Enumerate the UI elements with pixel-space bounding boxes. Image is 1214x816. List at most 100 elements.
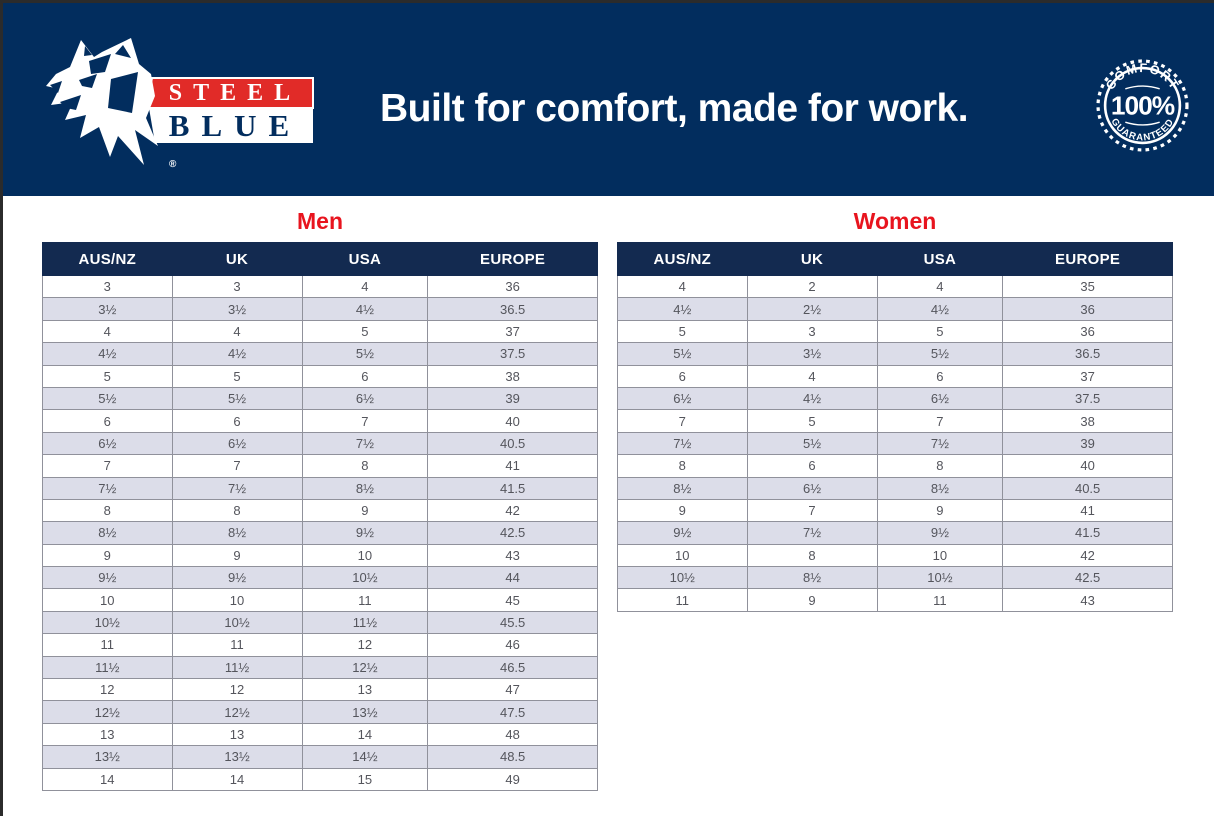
size-cell: 15 xyxy=(301,767,429,791)
size-cell: 7 xyxy=(876,409,1004,433)
column-header: EUROPE xyxy=(1002,242,1173,276)
size-cell: 11 xyxy=(617,588,748,612)
size-cell: 9½ xyxy=(876,521,1004,545)
size-cell: 6½ xyxy=(876,386,1004,411)
size-cell: 43 xyxy=(1002,588,1173,612)
size-cell: 13½ xyxy=(301,700,429,724)
table-row: 4½ 2½ 4½ 36 xyxy=(617,297,1173,321)
size-cell: 10½ xyxy=(42,610,173,635)
size-cell: 7½ xyxy=(42,476,173,500)
table-row: 11 11 12 46 xyxy=(42,633,598,657)
size-cell: 40 xyxy=(427,409,598,433)
table-row: 3 3 4 36 xyxy=(42,274,598,299)
size-cell: 11½ xyxy=(301,610,429,635)
table-row: 8½ 6½ 8½ 40.5 xyxy=(617,476,1173,500)
table-row: 7 5 7 38 xyxy=(617,409,1173,433)
size-cell: 6½ xyxy=(171,431,303,456)
size-cell: 4 xyxy=(876,274,1004,299)
size-cell: 13 xyxy=(301,678,429,702)
size-cell: 8½ xyxy=(171,521,303,545)
size-cell: 10 xyxy=(617,543,748,568)
size-cell: 6 xyxy=(42,409,173,433)
registered-trademark-symbol: ® xyxy=(169,159,177,170)
size-cell: 47.5 xyxy=(427,700,598,724)
steel-wordmark: STEEL xyxy=(169,80,301,106)
size-cell: 13 xyxy=(171,722,303,747)
table-row: 14 14 15 49 xyxy=(42,767,598,791)
size-cell: 36.5 xyxy=(427,297,598,321)
size-cell: 39 xyxy=(427,386,598,411)
size-cell: 14 xyxy=(301,722,429,747)
size-cell: 36 xyxy=(1002,319,1173,344)
size-cell: 10 xyxy=(171,588,303,612)
size-cell: 4½ xyxy=(746,386,878,411)
table-row: 10½ 8½ 10½ 42.5 xyxy=(617,566,1173,590)
size-cell: 5 xyxy=(42,364,173,388)
size-cell: 3½ xyxy=(746,342,878,366)
size-cell: 5 xyxy=(746,409,878,433)
size-cell: 9 xyxy=(42,543,173,568)
men-title: Men xyxy=(297,208,343,234)
size-cell: 9 xyxy=(876,498,1004,523)
size-cell: 8 xyxy=(617,454,748,478)
steel-blue-logo: STEEL BLUE ® xyxy=(46,38,314,170)
table-row: 11½ 11½ 12½ 46.5 xyxy=(42,655,598,680)
size-cell: 12 xyxy=(301,633,429,657)
size-cell: 38 xyxy=(1002,409,1173,433)
size-cell: 8 xyxy=(171,498,303,523)
men-size-section: Men AUS/NZ UK USA EUROPE 3 3 4 36 3½ 3½ 4½ 36.5 4 4 5 3… xyxy=(42,196,598,791)
size-cell: 13 xyxy=(42,722,173,747)
size-cell: 41 xyxy=(1002,498,1173,523)
table-row: 5 3 5 36 xyxy=(617,319,1173,344)
size-cell: 5½ xyxy=(171,386,303,411)
size-cell: 11½ xyxy=(171,655,303,680)
size-cell: 4½ xyxy=(42,342,173,366)
table-header-row: AUS/NZ UK USA EUROPE xyxy=(42,242,598,276)
size-cell: 37.5 xyxy=(1002,386,1173,411)
size-cell: 4 xyxy=(301,274,429,299)
size-cell: 11 xyxy=(301,588,429,612)
column-header: UK xyxy=(746,242,878,276)
size-cell: 6 xyxy=(746,454,878,478)
size-cell: 45.5 xyxy=(427,610,598,635)
size-cell: 9 xyxy=(301,498,429,523)
size-cell: 10½ xyxy=(617,566,748,590)
size-cell: 37 xyxy=(1002,364,1173,388)
size-cell: 6½ xyxy=(42,431,173,456)
size-cell: 7½ xyxy=(876,431,1004,456)
size-cell: 37 xyxy=(427,319,598,344)
badge-top-text: COMFORT xyxy=(1103,61,1180,92)
size-cell: 14½ xyxy=(301,745,429,769)
size-cell: 10 xyxy=(301,543,429,568)
size-cell: 9 xyxy=(746,588,878,612)
size-cell: 5½ xyxy=(301,342,429,366)
size-cell: 4 xyxy=(617,274,748,299)
blue-box xyxy=(149,108,313,143)
size-cell: 7 xyxy=(617,409,748,433)
table-row: 9½ 9½ 10½ 44 xyxy=(42,566,598,590)
size-cell: 4 xyxy=(171,319,303,344)
size-cell: 6 xyxy=(301,364,429,388)
size-cell: 5½ xyxy=(617,342,748,366)
men-size-table: AUS/NZ UK USA EUROPE 3 3 4 36 3½ 3½ 4½ 36.5 4 4 5 37 4½ 4… xyxy=(42,242,598,791)
size-cell: 37.5 xyxy=(427,342,598,366)
dingo-head-icon xyxy=(46,38,158,165)
size-cell: 8½ xyxy=(617,476,748,500)
table-row: 9½ 7½ 9½ 41.5 xyxy=(617,521,1173,545)
size-cell: 4 xyxy=(746,364,878,388)
size-cell: 41.5 xyxy=(1002,521,1173,545)
size-conversion-tables: Men AUS/NZ UK USA EUROPE 3 3 4 36 3½ 3½ 4½ 36.5 4 4 5 3… xyxy=(3,196,1214,791)
size-cell: 9½ xyxy=(301,521,429,545)
column-header: UK xyxy=(171,242,303,276)
size-cell: 10 xyxy=(876,543,1004,568)
size-cell: 8 xyxy=(876,454,1004,478)
size-cell: 10½ xyxy=(301,566,429,590)
women-size-table: AUS/NZ UK USA EUROPE 4 2 4 35 4½ 2½ 4½ 36 5 3 5 36 5½ 3½ 5… xyxy=(617,242,1173,612)
table-row: 12½ 12½ 13½ 47.5 xyxy=(42,700,598,724)
size-cell: 42.5 xyxy=(1002,566,1173,590)
table-row: 6½ 4½ 6½ 37.5 xyxy=(617,386,1173,411)
size-cell: 46.5 xyxy=(427,655,598,680)
size-cell: 40.5 xyxy=(427,431,598,456)
size-cell: 4 xyxy=(42,319,173,344)
size-cell: 36 xyxy=(427,274,598,299)
